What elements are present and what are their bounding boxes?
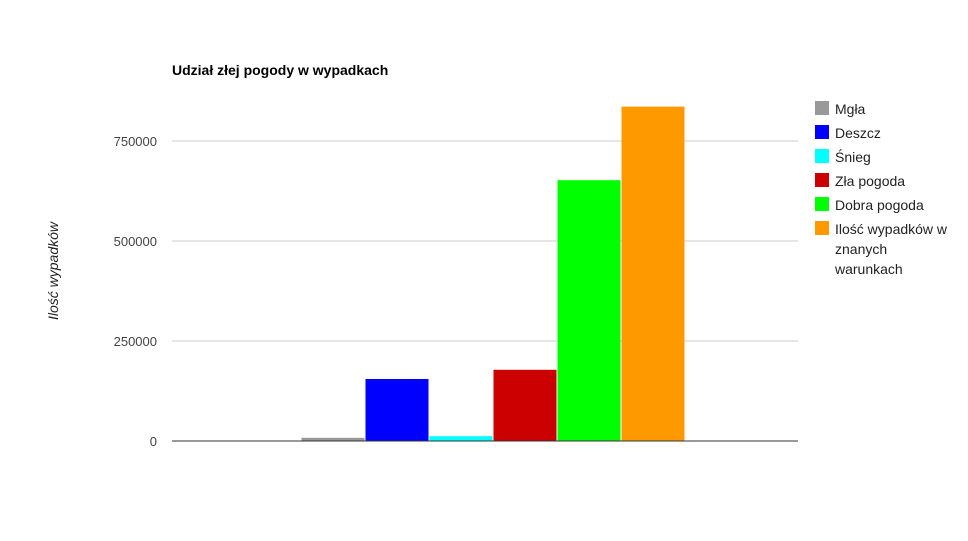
- legend-label: Zła pogoda: [835, 173, 905, 189]
- legend-swatch: [815, 101, 829, 115]
- y-tick-label: 0: [150, 434, 157, 449]
- legend-label: Śnieg: [835, 148, 871, 165]
- legend: Mgła Deszcz Śnieg Zła pogoda Dobra pogoda Ilo…: [815, 101, 948, 277]
- chart-title: Udział złej pogody w wypadkach: [172, 62, 388, 78]
- legend-swatch: [815, 149, 829, 163]
- legend-label: Dobra pogoda: [835, 197, 924, 213]
- bar: [301, 437, 365, 441]
- bar: [365, 379, 429, 441]
- legend-label: Mgła: [835, 101, 866, 117]
- bar: [429, 436, 493, 441]
- legend-swatch: [815, 173, 829, 187]
- legend-swatch: [815, 221, 829, 235]
- bars: [301, 106, 685, 441]
- legend-label: Deszcz: [835, 125, 881, 141]
- legend-swatch: [815, 125, 829, 139]
- y-tick-label: 500000: [114, 234, 157, 249]
- bar: [557, 180, 621, 441]
- y-tick-label: 750000: [114, 134, 157, 149]
- legend-swatch: [815, 197, 829, 211]
- y-tick-labels: 0 250000 500000 750000: [114, 134, 157, 449]
- bar: [621, 106, 685, 441]
- y-axis-label: Ilość wypadków: [45, 221, 61, 320]
- bar: [493, 369, 557, 441]
- y-tick-label: 250000: [114, 334, 157, 349]
- legend-label: Ilość wypadków w znanych warunkach: [834, 221, 948, 277]
- grid-lines: [172, 140, 798, 342]
